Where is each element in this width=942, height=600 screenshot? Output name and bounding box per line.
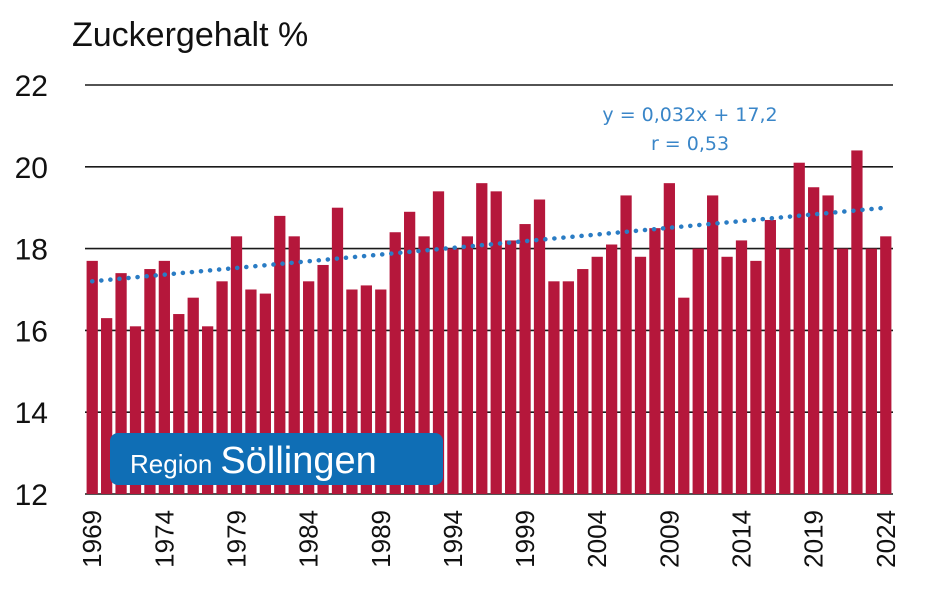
x-tick-label: 2019 <box>799 510 829 568</box>
bar <box>548 281 560 494</box>
bar <box>606 244 618 494</box>
bar <box>779 248 791 494</box>
x-tick-label: 1994 <box>438 510 468 568</box>
bar <box>331 207 344 494</box>
x-tick-label: 2004 <box>582 510 612 568</box>
y-tick-label: 22 <box>15 70 48 103</box>
trend-line <box>89 205 889 284</box>
region-badge-label: Region Söllingen <box>130 440 377 482</box>
bar <box>649 228 661 494</box>
bar <box>505 240 517 494</box>
trend-equation: y = 0,032x + 17,2 <box>602 104 777 126</box>
bar <box>707 195 719 494</box>
x-tick-label: 1974 <box>149 510 179 568</box>
bar <box>432 191 445 494</box>
bar <box>735 240 748 494</box>
trend-line-path <box>89 205 889 284</box>
x-axis-ticks: 1969 1974 1979 1984 1989 1994 1999 2004 2009 2014… <box>77 510 901 568</box>
bar <box>346 289 358 494</box>
bar <box>678 297 690 494</box>
bar <box>418 236 430 494</box>
bar <box>375 289 387 494</box>
bars <box>86 150 892 495</box>
bar <box>519 224 531 494</box>
bar <box>880 236 892 494</box>
bar <box>591 256 603 494</box>
x-tick-label: 2009 <box>654 510 684 568</box>
x-tick-label: 1984 <box>294 510 324 568</box>
bar <box>634 256 647 494</box>
bar <box>360 285 372 494</box>
bar <box>721 256 733 494</box>
bar <box>793 162 805 494</box>
bar <box>750 260 762 494</box>
bar <box>173 314 185 494</box>
bar <box>86 260 98 494</box>
region-badge-name: Söllingen <box>220 440 376 482</box>
bar <box>303 281 315 494</box>
bar <box>490 191 502 494</box>
bar <box>129 326 142 494</box>
bar <box>577 269 589 494</box>
bar <box>259 293 271 494</box>
bar <box>404 211 416 495</box>
bar <box>187 297 199 494</box>
x-tick-label: 1989 <box>366 510 396 568</box>
x-tick-label: 2014 <box>727 510 757 568</box>
bar <box>461 236 473 494</box>
bar <box>764 219 776 494</box>
bar <box>144 269 156 494</box>
region-badge-prefix: Region <box>130 449 212 479</box>
bar <box>288 236 300 494</box>
bar <box>274 215 286 494</box>
bar <box>245 289 257 494</box>
bar <box>447 248 459 494</box>
bar <box>663 183 675 494</box>
y-tick-label: 18 <box>15 234 48 267</box>
bar <box>533 199 546 494</box>
bar <box>389 232 401 495</box>
x-tick-label: 1969 <box>77 510 107 568</box>
bar <box>851 150 863 494</box>
bar <box>822 195 834 494</box>
bar <box>836 248 849 494</box>
x-tick-label: 1999 <box>510 510 540 568</box>
y-tick-label: 20 <box>15 152 48 185</box>
x-tick-label: 1979 <box>222 510 252 568</box>
bar <box>865 248 877 494</box>
bar <box>562 281 574 494</box>
bar <box>115 273 127 494</box>
bar <box>808 187 820 494</box>
bar <box>230 236 243 494</box>
trend-correlation: r = 0,53 <box>651 133 729 155</box>
bar <box>202 326 214 494</box>
bar <box>692 248 704 494</box>
x-tick-label: 2024 <box>871 510 901 568</box>
bar <box>158 260 170 494</box>
y-tick-label: 14 <box>15 397 48 430</box>
bar <box>101 318 113 494</box>
y-tick-label: 12 <box>15 479 48 512</box>
bar <box>216 281 228 494</box>
y-tick-label: 16 <box>15 315 48 348</box>
bar <box>317 264 329 494</box>
bar <box>620 195 632 494</box>
chart-title: Zuckergehalt % <box>72 16 308 54</box>
y-axis-ticks: 12 14 16 18 20 22 <box>15 70 48 512</box>
bar <box>476 183 488 494</box>
region-badge: Region Söllingen <box>110 433 443 485</box>
